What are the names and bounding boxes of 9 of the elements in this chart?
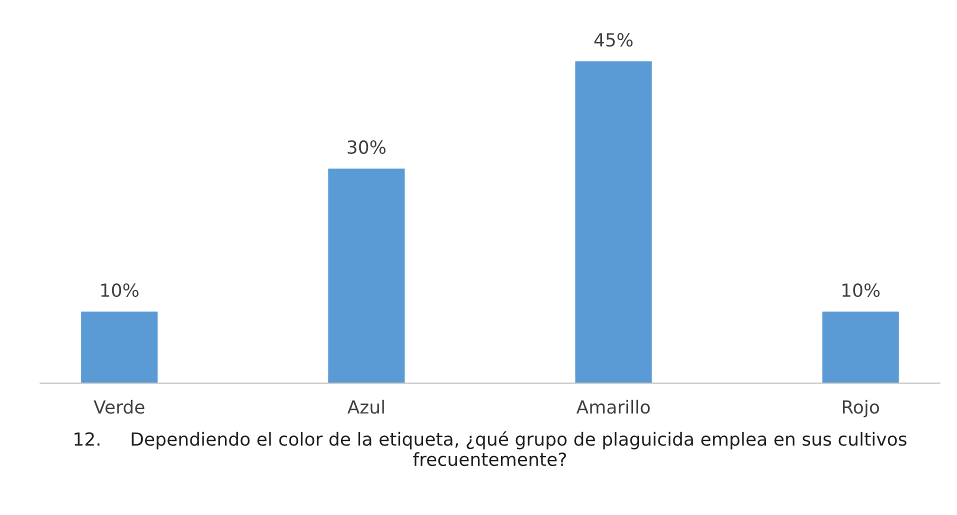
- x-tick-label: Azul: [347, 400, 384, 414]
- data-label: 10%: [101, 283, 138, 298]
- x-axis-title: 12. Dependiendo el color de la etiqueta, ¿qué grupo de plaguicida emplea en sus cultivos frecuentemente?: [74, 431, 906, 466]
- x-tick-label: Rojo: [842, 400, 880, 418]
- x-tick-label: Amarillo: [576, 400, 650, 414]
- data-label: 45%: [594, 33, 633, 47]
- data-label: 30%: [348, 140, 386, 154]
- x-tick-label: Verde: [94, 400, 144, 414]
- data-label: 10%: [842, 283, 880, 298]
